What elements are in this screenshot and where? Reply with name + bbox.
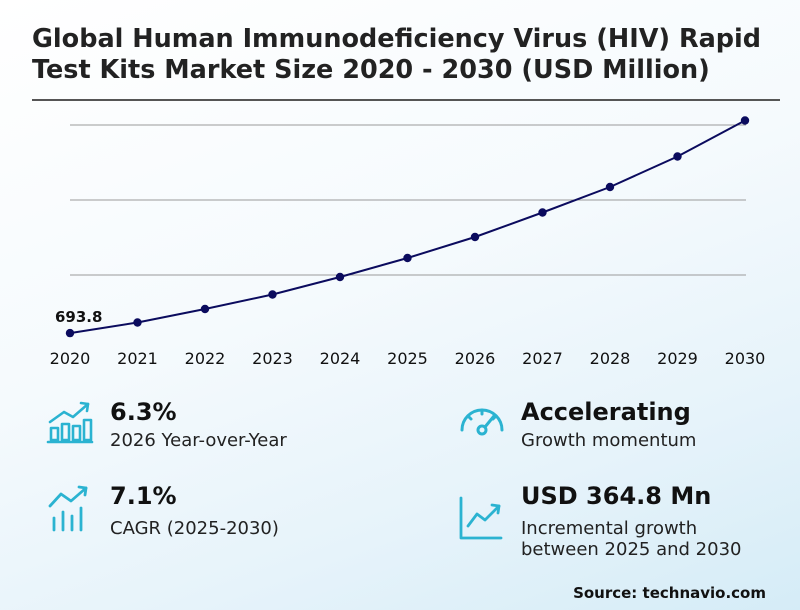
data-point-2020	[65, 328, 75, 338]
data-point-2022	[200, 304, 210, 314]
x-tick-label: 2021	[117, 349, 158, 368]
data-point-2021	[133, 318, 142, 327]
data-point-2027	[538, 208, 547, 217]
speedometer-icon	[460, 408, 504, 436]
data-labels: 693.8	[55, 308, 102, 326]
kpi-value: Accelerating	[521, 398, 691, 426]
title-divider	[32, 99, 780, 101]
x-tick-label: 2027	[522, 349, 563, 368]
data-point-2023	[268, 290, 277, 299]
kpi-value: 7.1%	[110, 482, 177, 510]
series-line	[69, 119, 746, 335]
data-point-2030	[740, 116, 750, 125]
kpi-desc: CAGR (2025-2030)	[110, 518, 279, 539]
data-point-2026	[470, 232, 480, 242]
x-tick-label: 2029	[657, 349, 698, 368]
kpi-value: USD 364.8 Mn	[521, 482, 712, 510]
x-tick-label: 2028	[590, 349, 631, 368]
kpi-desc: Growth momentum	[521, 430, 697, 451]
data-points	[65, 116, 750, 338]
kpi-desc-line-1: Incremental growth	[521, 518, 698, 539]
x-tick-label: 2022	[185, 349, 226, 368]
x-tick-label: 2023	[252, 349, 293, 368]
market-size-line-chart: 693.8 2020 2021 2022 2023 2024 2025 2026 2027 20…	[50, 116, 766, 368]
source-credit: Source: technavio.com	[573, 584, 766, 602]
data-point-2024	[335, 272, 345, 282]
kpi-value: 6.3%	[110, 398, 177, 426]
data-point-2028	[605, 182, 615, 192]
data-point-2029	[673, 152, 682, 161]
trend-line-bars-icon	[48, 485, 88, 532]
bar-chart-growth-icon	[46, 401, 94, 444]
x-tick-label: 2026	[455, 349, 496, 368]
kpi-desc-line-2: between 2025 and 2030	[521, 539, 742, 560]
chart-title: Global Human Immunodeficiency Virus (HIV…	[32, 24, 762, 85]
x-axis-ticks: 2020 2021 2022 2023 2024 2025 2026 2027 2028 2029…	[50, 349, 766, 368]
x-tick-label: 2025	[387, 349, 428, 368]
data-point-2025	[403, 253, 412, 263]
x-tick-label: 2030	[725, 349, 766, 368]
line-chart-axes-icon	[459, 496, 503, 540]
kpi-desc: 2026 Year-over-Year	[110, 430, 287, 451]
x-tick-label: 2024	[320, 349, 361, 368]
data-label: 693.8	[55, 308, 102, 326]
x-tick-label: 2020	[50, 349, 91, 368]
gridlines	[70, 124, 746, 276]
